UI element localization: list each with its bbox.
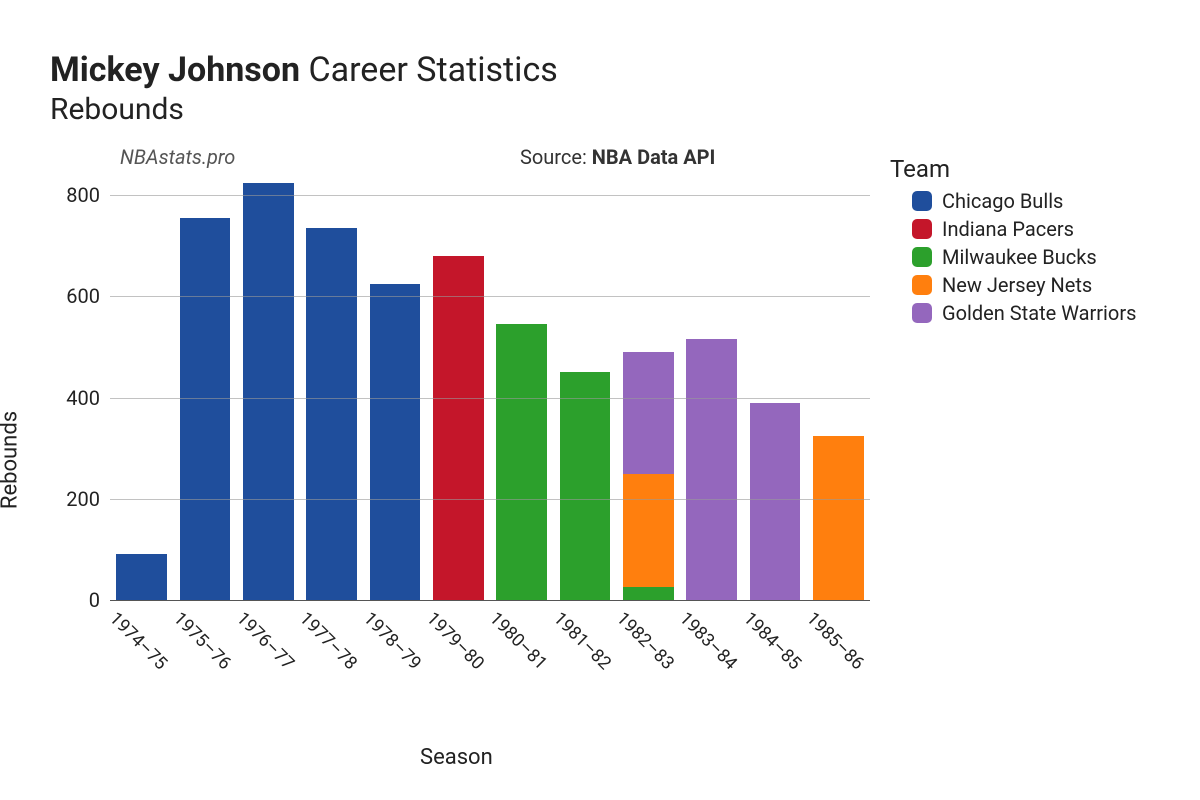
bar-segment [623, 587, 674, 600]
x-tick-label: 1979–80 [422, 608, 488, 674]
legend-label: Chicago Bulls [942, 189, 1063, 213]
bar-segment [370, 284, 421, 600]
y-axis-label: Rebounds [0, 411, 23, 509]
bar-column [433, 170, 484, 600]
bar-segment [306, 228, 357, 600]
x-tick-label: 1975–76 [169, 608, 235, 674]
x-tick-label: 1978–79 [359, 608, 425, 674]
legend-label: New Jersey Nets [942, 273, 1092, 297]
bar-column [560, 170, 611, 600]
x-tick-label: 1974–75 [105, 608, 171, 674]
bar-column [623, 170, 674, 600]
gridline [110, 398, 870, 399]
legend-label: Indiana Pacers [942, 217, 1074, 241]
legend: Team Chicago Bulls Indiana Pacers Milwauke… [890, 155, 1170, 329]
bar-column [686, 170, 737, 600]
y-tick-label: 600 [66, 284, 100, 308]
bars-container [110, 170, 870, 600]
bar-segment [243, 183, 294, 600]
x-tick-label: 1977–78 [295, 608, 361, 674]
bar-segment [116, 554, 167, 600]
legend-label: Milwaukee Bucks [942, 245, 1097, 269]
bar-column [180, 170, 231, 600]
legend-item: New Jersey Nets [912, 273, 1170, 297]
source-text: Source: NBA Data API [520, 145, 715, 169]
chart-subtitle: Rebounds [50, 92, 1170, 127]
x-tick-label: 1976–77 [232, 608, 298, 674]
plot-wrap: Rebounds 02004006008001974–751975–761976… [50, 170, 1150, 750]
bar-segment [750, 403, 801, 600]
bar-column [116, 170, 167, 600]
bar-column [750, 170, 801, 600]
gridline [110, 499, 870, 500]
x-tick-label: 1983–84 [675, 608, 741, 674]
source-prefix: Source: [520, 145, 592, 169]
legend-swatch [912, 191, 932, 211]
bar-segment [560, 372, 611, 600]
x-tick-label: 1982–83 [612, 608, 678, 674]
bar-column [243, 170, 294, 600]
legend-title: Team [890, 155, 1170, 183]
legend-item: Golden State Warriors [912, 301, 1170, 325]
bar-segment [180, 218, 231, 600]
y-tick-label: 800 [66, 183, 100, 207]
title-player-name: Mickey Johnson [50, 50, 300, 90]
x-tick-label: 1984–85 [739, 608, 805, 674]
x-tick-label: 1981–82 [549, 608, 615, 674]
legend-swatch [912, 219, 932, 239]
bar-column [306, 170, 357, 600]
bar-segment [623, 474, 674, 588]
bar-column [496, 170, 547, 600]
legend-item: Indiana Pacers [912, 217, 1170, 241]
bar-segment [623, 352, 674, 473]
chart-root: Mickey Johnson Career Statistics Rebound… [0, 0, 1200, 800]
y-tick-label: 400 [66, 386, 100, 410]
x-tick-label: 1985–86 [802, 608, 868, 674]
x-tick-label: 1980–81 [485, 608, 551, 674]
gridline [110, 195, 870, 196]
legend-swatch [912, 275, 932, 295]
plot-area: 02004006008001974–751975–761976–771977–7… [110, 170, 870, 600]
source-name: NBA Data API [592, 145, 716, 169]
bar-segment [686, 339, 737, 600]
chart-title: Mickey Johnson Career Statistics [50, 50, 1170, 90]
bar-segment [813, 436, 864, 600]
bar-segment [433, 256, 484, 600]
legend-item: Milwaukee Bucks [912, 245, 1170, 269]
gridline [110, 296, 870, 297]
watermark-text: NBAstats.pro [120, 145, 235, 169]
y-tick-label: 200 [66, 487, 100, 511]
legend-item: Chicago Bulls [912, 189, 1170, 213]
legend-swatch [912, 247, 932, 267]
title-suffix: Career Statistics [300, 50, 558, 90]
legend-swatch [912, 303, 932, 323]
bar-column [370, 170, 421, 600]
bar-segment [496, 324, 547, 600]
legend-label: Golden State Warriors [942, 301, 1136, 325]
y-tick-label: 0 [89, 588, 100, 612]
axis-baseline [110, 600, 870, 601]
x-axis-label: Season [420, 745, 493, 770]
bar-column [813, 170, 864, 600]
